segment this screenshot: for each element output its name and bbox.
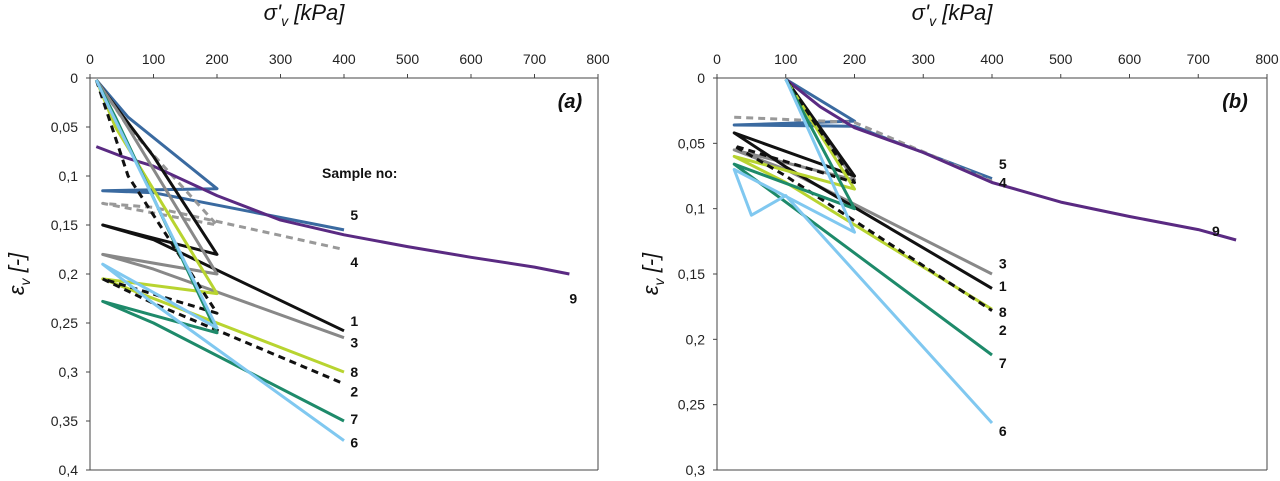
y-axis-title-sub: v [651,278,667,286]
series-label-6: 6 [350,435,358,451]
y-axis-title-unit: [-] [638,252,663,279]
x-tick-label: 200 [843,51,867,67]
series-label-3: 3 [350,335,358,351]
panel-label: (a) [558,91,583,113]
x-tick-label: 500 [396,51,420,67]
series-label-7: 7 [999,355,1007,371]
series-label-1: 1 [350,313,358,329]
series-line-2 [732,78,993,312]
y-tick-label: 0,15 [51,217,78,233]
x-tick-label: 800 [586,51,610,67]
panel-a-chart: 0 100 200 300 400 500 600 700 800 0 0,05 0,1 0,15 0,2… [4,0,610,478]
series-label-9: 9 [569,291,577,307]
y-axis-title-sub: v [17,278,33,286]
y-tick-label: 0,35 [51,413,78,429]
x-axis-title-main: σ' [912,0,930,25]
y-tick-label: 0,3 [59,364,79,380]
series-label-8: 8 [999,304,1007,320]
series-label-5: 5 [350,207,358,223]
y-axis-title: εv [-] [638,252,667,295]
series-label-2: 2 [999,322,1007,338]
x-tick-label: 0 [713,51,721,67]
x-tick-label: 700 [1187,51,1211,67]
y-tick-label: 0,05 [678,135,705,151]
series-line-1 [732,78,993,290]
series-label-4: 4 [999,175,1007,191]
series-line-5 [95,79,345,232]
y-tick-label: 0,2 [686,331,706,347]
y-tick-label: 0,3 [686,462,706,478]
y-axis-title-main: ε [4,285,29,295]
series-label-1: 1 [999,278,1007,294]
x-tick-label: 300 [912,51,936,67]
panel-label: (b) [1222,91,1248,113]
series-label-2: 2 [350,384,358,400]
series-label-4: 4 [350,254,358,270]
series-line-8 [732,78,993,311]
series-line-9 [784,78,1237,242]
x-tick-label: 700 [523,51,547,67]
series-line-6 [732,78,994,425]
series-line-6 [94,79,345,442]
x-axis-title: σ'v [kPa] [264,0,346,29]
y-axis-title-unit: [-] [4,252,29,279]
y-tick-label: 0,15 [678,266,705,282]
series-label-9: 9 [1212,223,1220,239]
x-axis-title-main: σ' [264,0,282,25]
series-line-4 [95,79,345,251]
series-line-3 [95,79,345,340]
x-tick-label: 600 [459,51,483,67]
y-tick-label: 0,4 [59,462,79,478]
x-tick-label: 100 [774,51,798,67]
series-label-7: 7 [350,411,358,427]
series-label-8: 8 [350,364,358,380]
panel-b-chart: 0 100 200 300 400 500 600 700 800 0 0,05 0,1 0,15 0,2… [638,0,1279,478]
y-tick-label: 0,25 [678,397,705,413]
x-axis-title-sub: v [929,13,937,29]
y-tick-label: 0 [70,70,78,86]
y-tick-label: 0,05 [51,119,78,135]
series-label-5: 5 [999,156,1007,172]
x-tick-label: 500 [1049,51,1073,67]
y-tick-label: 0 [697,70,705,86]
x-tick-label: 600 [1118,51,1142,67]
y-tick-label: 0,1 [59,168,79,184]
y-tick-label: 0,2 [59,266,79,282]
series-label-6: 6 [999,423,1007,439]
y-tick-label: 0,1 [686,201,706,217]
series-line-3 [732,78,993,276]
x-tick-label: 100 [142,51,166,67]
y-axis-title: εv [-] [4,252,33,295]
y-axis-title-main: ε [638,285,663,295]
series-line-7 [732,78,993,357]
series-label-3: 3 [999,256,1007,272]
x-tick-label: 200 [205,51,229,67]
x-tick-label: 400 [980,51,1004,67]
legend-title: Sample no: [322,165,397,181]
x-axis-title-unit: [kPa] [936,0,993,25]
x-tick-label: 0 [86,51,94,67]
x-axis-title-sub: v [281,13,289,29]
x-tick-label: 300 [269,51,293,67]
x-axis-title-unit: [kPa] [288,0,345,25]
x-tick-label: 400 [332,51,356,67]
y-tick-label: 0,25 [51,315,78,331]
x-axis-title: σ'v [kPa] [912,0,994,29]
x-tick-label: 800 [1255,51,1279,67]
